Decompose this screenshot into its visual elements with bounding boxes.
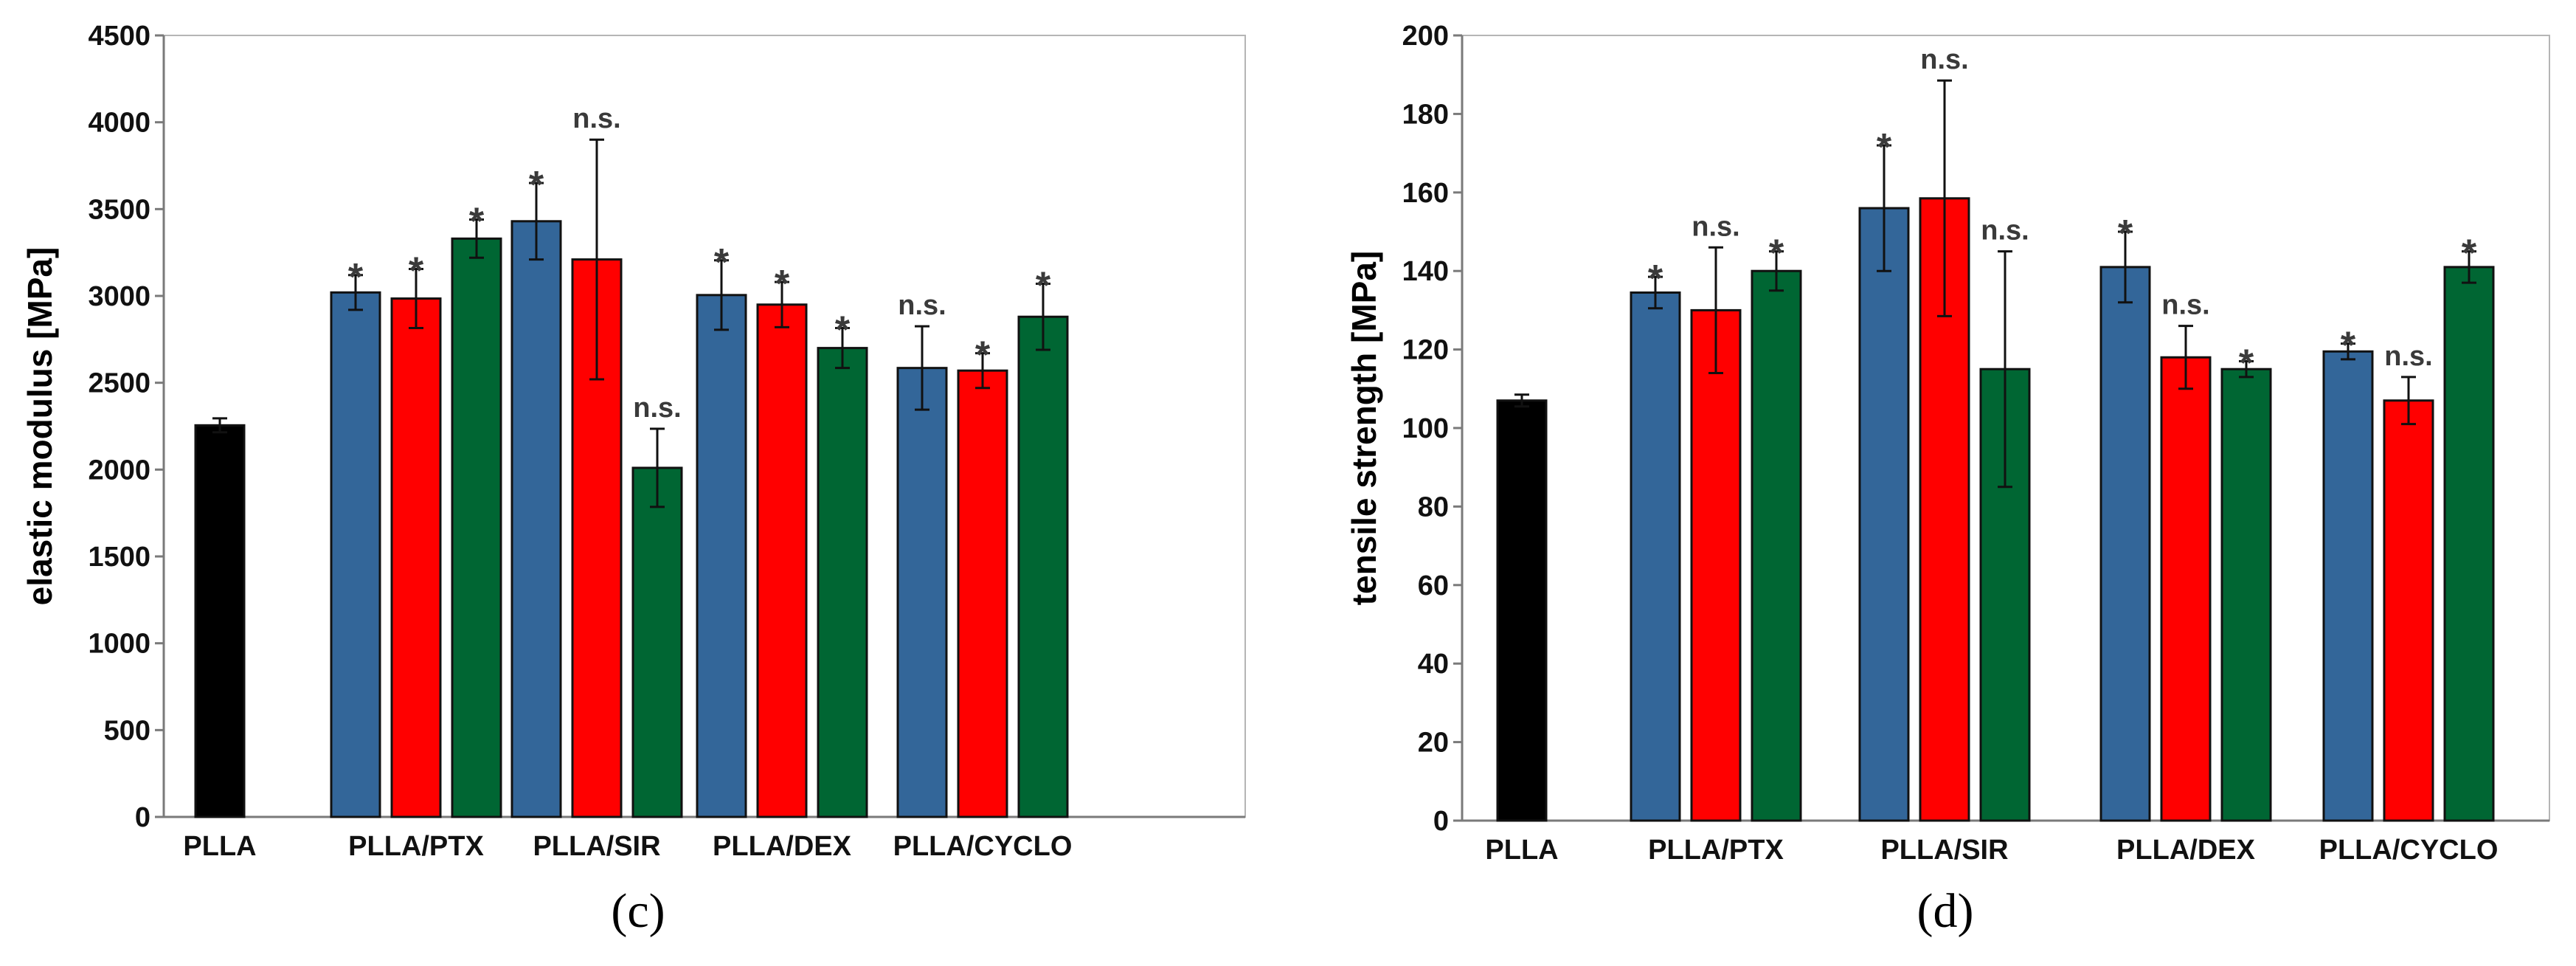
- x-category-label: PLLA/PTX: [1648, 835, 1784, 866]
- x-category-label: PLLA/CYCLO: [893, 831, 1073, 862]
- y-tick-label: 4000: [88, 108, 150, 139]
- y-tick-label: 0: [135, 802, 150, 833]
- bar-plla-sir-blue: [510, 220, 562, 818]
- x-category-label: PLLA/CYCLO: [2319, 835, 2499, 866]
- y-axis-title: tensile strength [MPa]: [1345, 251, 1383, 606]
- y-tick-label: 3000: [88, 281, 150, 312]
- x-category-label: PLLA/DEX: [2116, 835, 2256, 866]
- y-axis-title: elastic modulus [MPa]: [21, 247, 59, 606]
- significance-marker: n.s.: [898, 290, 946, 321]
- significance-marker: *: [529, 164, 544, 207]
- bar-plla-ptx-blue: [1630, 291, 1681, 822]
- y-tick-label: 160: [1402, 178, 1449, 209]
- x-category-label: PLLA: [183, 831, 256, 862]
- significance-marker: n.s.: [2161, 290, 2209, 321]
- significance-marker: *: [2239, 342, 2254, 385]
- bar-plla-ptx-blue: [330, 291, 381, 818]
- y-tick-label: 200: [1402, 21, 1449, 52]
- x-category-label: PLLA/DEX: [713, 831, 852, 862]
- significance-marker: *: [2341, 325, 2356, 368]
- significance-marker: n.s.: [1692, 211, 1739, 242]
- bar-plla-black: [1496, 399, 1548, 822]
- bar-plla-dex-red: [756, 303, 808, 818]
- significance-marker: *: [1877, 126, 1892, 169]
- y-tick-label: 40: [1418, 649, 1449, 680]
- significance-marker: *: [1648, 258, 1663, 300]
- significance-marker: n.s.: [572, 103, 620, 134]
- y-tick-label: 3500: [88, 194, 150, 225]
- bar-plla-cyclo-red: [2383, 399, 2434, 822]
- y-tick-label: 1000: [88, 629, 150, 660]
- significance-marker: *: [975, 334, 991, 377]
- significance-marker: *: [714, 241, 730, 284]
- panel-label: (c): [611, 884, 665, 938]
- significance-marker: *: [1036, 265, 1051, 308]
- bar-plla-ptx-red: [1690, 308, 1742, 822]
- bar-plla-ptx-green: [451, 237, 502, 818]
- bar-plla-ptx-red: [390, 297, 442, 818]
- y-tick-label: 0: [1433, 806, 1449, 837]
- panel-c-elastic-modulus-chart: 0 500 1000 1500 2000 2500 3000 3500 4000 4500 elas…: [21, 21, 1246, 938]
- bar-plla-dex-blue: [696, 294, 747, 818]
- bar-plla-sir-green: [631, 466, 683, 818]
- panel-d-tensile-strength-chart: 0 20 40 60 80 100 120 140 160 180 200 tensile stren…: [1345, 21, 2550, 938]
- y-tick-label: 500: [104, 715, 150, 746]
- bar-plla-cyclo-blue: [896, 367, 948, 818]
- y-tick-label: 4500: [88, 21, 150, 52]
- x-category-label: PLLA/SIR: [533, 831, 660, 862]
- y-tick-label: 80: [1418, 491, 1449, 522]
- bar-plla-cyclo-blue: [2322, 350, 2374, 822]
- bar-plla-cyclo-green: [1017, 315, 1069, 818]
- y-tick-label: 2000: [88, 455, 150, 486]
- bar-plla-black: [194, 424, 246, 818]
- y-tick-label: 20: [1418, 728, 1449, 759]
- bar-plla-cyclo-green: [2443, 266, 2495, 822]
- y-tick-label: 180: [1402, 99, 1449, 130]
- significance-marker: n.s.: [2384, 341, 2432, 372]
- significance-marker: n.s.: [633, 393, 681, 424]
- significance-marker: *: [409, 250, 424, 293]
- y-tick-label: 100: [1402, 413, 1449, 444]
- bar-plla-cyclo-red: [957, 369, 1008, 818]
- y-tick-label: 60: [1418, 570, 1449, 601]
- y-tick-label: 1500: [88, 542, 150, 573]
- y-tick-label: 140: [1402, 256, 1449, 287]
- significance-marker: *: [1769, 232, 1784, 275]
- significance-marker: *: [2462, 232, 2477, 275]
- y-tick-label: 120: [1402, 335, 1449, 366]
- significance-marker: n.s.: [1920, 44, 1968, 75]
- x-category-label: PLLA/SIR: [1880, 835, 2008, 866]
- bar-plla-dex-green: [2220, 368, 2272, 822]
- significance-marker: *: [2118, 213, 2133, 255]
- bar-plla-dex-green: [817, 347, 868, 818]
- significance-marker: *: [348, 256, 364, 299]
- x-category-label: PLLA: [1485, 835, 1558, 866]
- bar-plla-dex-blue: [2099, 266, 2151, 822]
- significance-marker: *: [775, 263, 790, 306]
- panel-label: (d): [1917, 884, 1974, 938]
- x-category-label: PLLA/PTX: [348, 831, 484, 862]
- significance-marker: *: [469, 200, 485, 243]
- bar-plla-sir-blue: [1858, 207, 1910, 822]
- bar-plla-dex-red: [2160, 356, 2212, 822]
- significance-marker: *: [835, 309, 851, 352]
- significance-marker: n.s.: [1981, 215, 2029, 246]
- bar-plla-ptx-green: [1751, 269, 1802, 822]
- y-tick-label: 2500: [88, 368, 150, 399]
